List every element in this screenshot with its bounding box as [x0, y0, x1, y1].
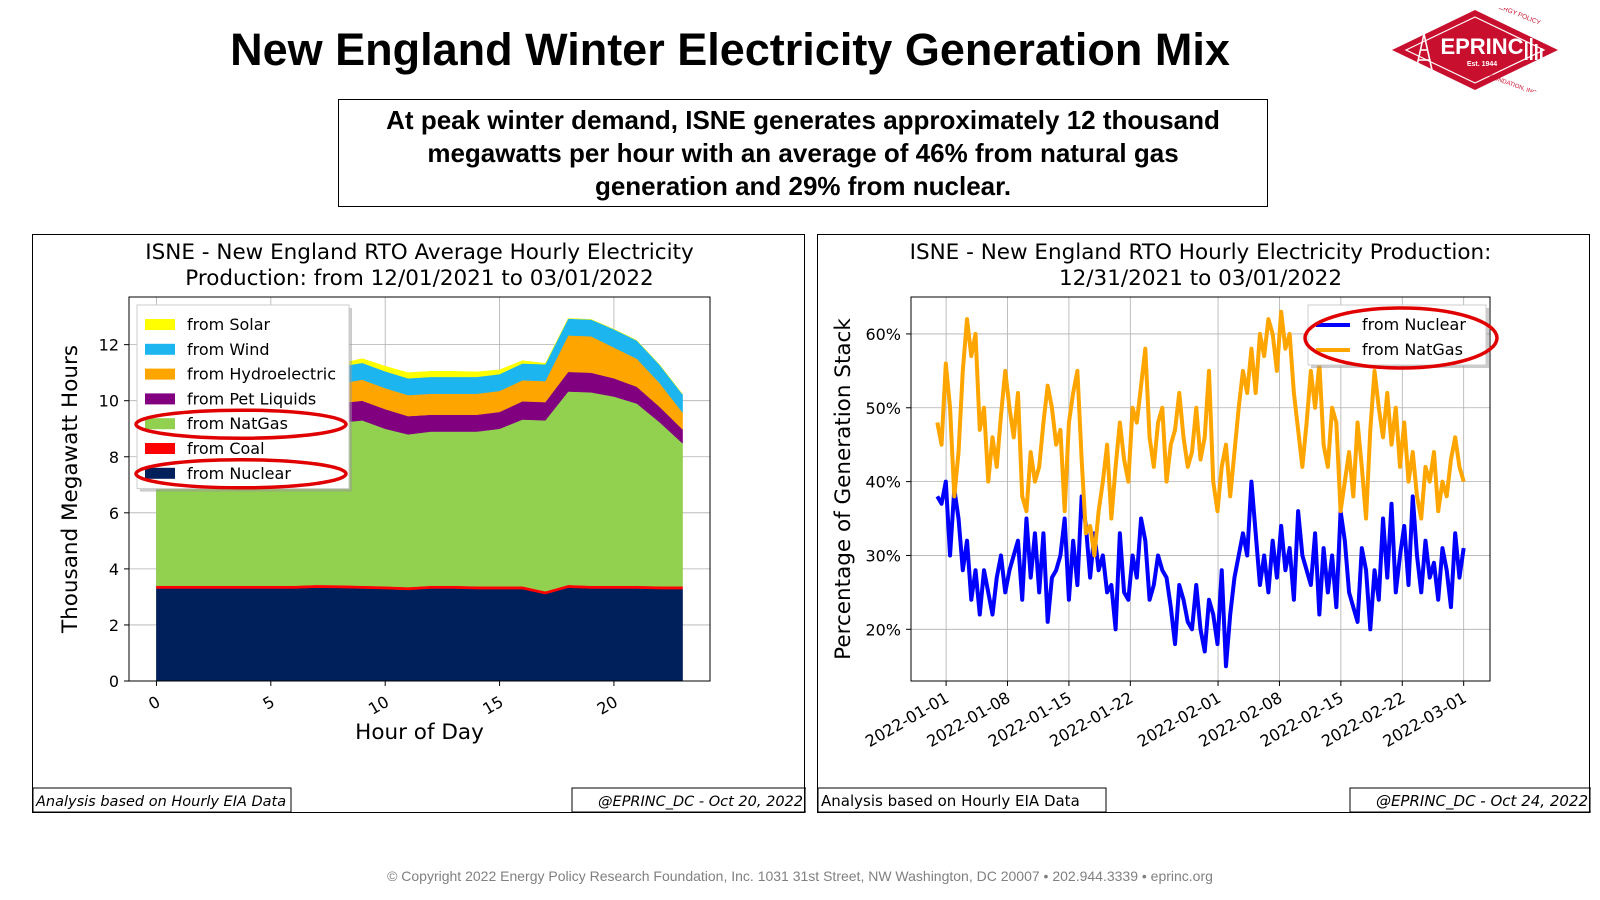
legend-label: from NatGas: [1362, 340, 1463, 359]
legend-label: from Pet Liquids: [187, 389, 316, 408]
y-tick-label: 8: [109, 448, 119, 467]
x-tick-label: 15: [479, 692, 506, 719]
series-line-from-nuclear: [935, 479, 1466, 669]
eprinc-logo: EPRINC Est. 1944 ENERGY POLICY RESEARCH …: [1392, 8, 1558, 92]
y-tick-label: 4: [109, 560, 119, 579]
legend-swatch: [145, 368, 175, 380]
note-left: Analysis based on Hourly EIA Data: [821, 792, 1080, 810]
y-tick-label: 60%: [865, 325, 901, 344]
logo-name: EPRINC: [1440, 34, 1523, 59]
x-axis-label: Hour of Day: [355, 720, 484, 745]
chart-panel-line: ISNE - New England RTO Hourly Electricit…: [817, 234, 1591, 813]
note-right-box: [1349, 787, 1591, 813]
chart-title-line: ISNE - New England RTO Hourly Electricit…: [910, 240, 1492, 265]
y-tick-label: 6: [109, 504, 119, 523]
y-tick-label: 40%: [865, 473, 901, 492]
y-tick-label: 30%: [865, 546, 901, 565]
y-tick-label: 50%: [865, 399, 901, 418]
legend-label: from Solar: [187, 315, 271, 334]
area-from-nuclear: [156, 587, 683, 682]
legend-label: from Nuclear: [187, 464, 291, 483]
legend-swatch: [145, 393, 175, 405]
summary-text: At peak winter demand, ISNE generates ap…: [386, 104, 1220, 201]
highlight-ellipse: [134, 408, 348, 440]
highlight-ellipse: [134, 458, 348, 490]
y-tick-label: 12: [99, 336, 119, 355]
bars-icon: [1525, 38, 1543, 60]
y-tick-label: 0: [109, 672, 119, 691]
note-right: @EPRINC_DC - Oct 20, 2022: [598, 794, 803, 810]
y-tick-label: 2: [109, 616, 119, 635]
copyright-footer: © Copyright 2022 Energy Policy Research …: [387, 868, 1213, 884]
x-tick-label: 0: [145, 692, 163, 714]
chart-title-line: ISNE - New England RTO Average Hourly El…: [145, 240, 694, 265]
note-left: Analysis based on Hourly EIA Data: [35, 794, 286, 810]
note-left-box: [33, 787, 292, 813]
legend-label: from Wind: [187, 340, 270, 359]
x-tick-label: 10: [365, 692, 392, 719]
legend-swatch: [145, 443, 175, 454]
highlight-ellipse: [1303, 306, 1499, 370]
legend-swatch: [145, 319, 175, 330]
logo-diamond: [1392, 10, 1558, 90]
plot-frame: [128, 296, 711, 682]
note-left-box: [818, 787, 1107, 813]
y-axis-label: Thousand Megawatt Hours: [58, 345, 83, 634]
chart-panel-stacked-area: ISNE - New England RTO Average Hourly El…: [32, 234, 806, 813]
note-right-box: [571, 787, 806, 813]
legend-label: from Hydroelectric: [187, 365, 336, 384]
logo-est: Est. 1944: [1467, 61, 1497, 68]
stacked-area-chart: ISNE - New England RTO Average Hourly El…: [33, 240, 806, 813]
chart-title-line: 12/31/2021 to 03/01/2022: [1059, 266, 1342, 291]
chart-title-line: Production: from 12/01/2021 to 03/01/202…: [185, 266, 653, 291]
legend-label: from Nuclear: [1362, 315, 1466, 334]
legend-swatch: [145, 467, 175, 479]
line-chart: ISNE - New England RTO Hourly Electricit…: [818, 240, 1591, 813]
note-right: @EPRINC_DC - Oct 24, 2022: [1376, 792, 1588, 811]
derrick-icon: [1415, 33, 1433, 71]
summary-box: At peak winter demand, ISNE generates ap…: [338, 99, 1268, 207]
plot-frame: [910, 296, 1491, 682]
page-title: New England Winter Electricity Generatio…: [230, 24, 1230, 75]
y-tick-label: 20%: [865, 620, 901, 639]
legend-swatch: [145, 418, 175, 430]
x-tick-label: 5: [259, 692, 277, 714]
legend-label: from NatGas: [187, 414, 288, 433]
series-line-from-natgas: [935, 309, 1466, 558]
y-tick-label: 10: [99, 392, 119, 411]
legend-swatch: [145, 343, 175, 355]
legend-label: from Coal: [187, 439, 265, 458]
y-axis-label: Percentage of Generation Stack: [831, 318, 856, 660]
x-tick-label: 20: [594, 692, 621, 719]
